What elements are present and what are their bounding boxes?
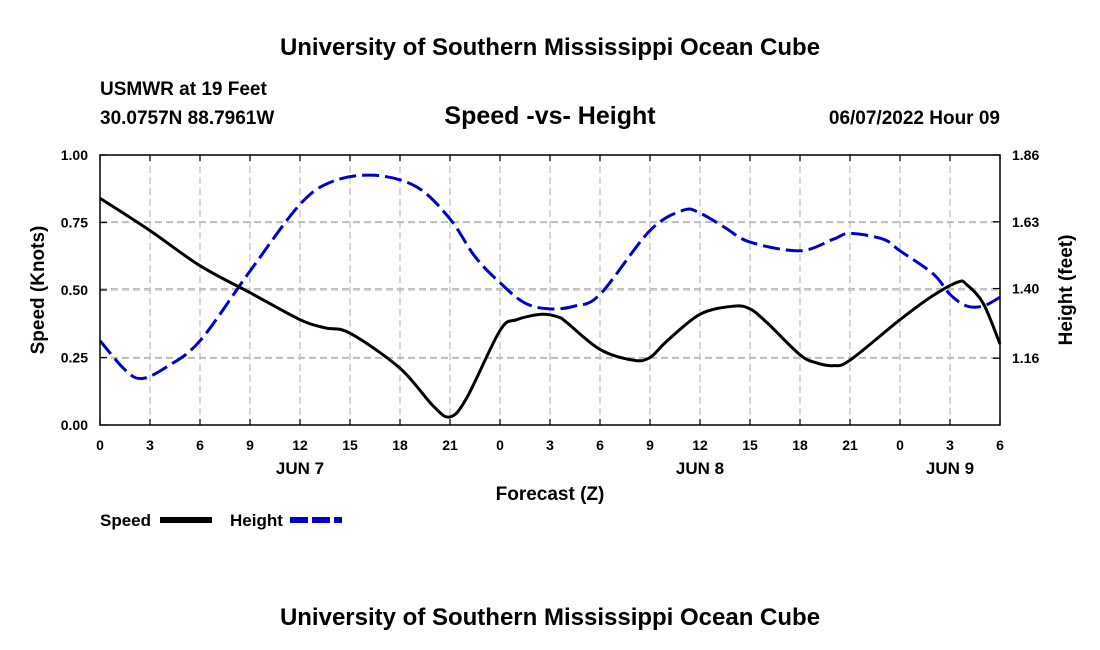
legend-height-label: Height xyxy=(230,511,283,530)
x-tick-label: 0 xyxy=(896,437,904,453)
x-tick-label: 3 xyxy=(546,437,554,453)
x-tick-label: 6 xyxy=(196,437,204,453)
series-line-height xyxy=(98,173,1001,381)
x-tick-label: 0 xyxy=(496,437,504,453)
y2-tick-label: 1.86 xyxy=(1012,147,1039,163)
x-tick-label: 0 xyxy=(96,437,104,453)
x-tick-label: 15 xyxy=(342,437,358,453)
x-tick-label: 18 xyxy=(392,437,408,453)
legend: Speed Height xyxy=(100,511,342,530)
axis-ticks: 0 3 6 9 12 15 18 21 0 3 6 9 12 15 18 21 0 3 6 JUN 7 JUN 8 JUN… xyxy=(61,147,1040,478)
y-axis-label: Speed (Knots) xyxy=(28,226,49,355)
x-tick-label: 21 xyxy=(442,437,458,453)
chart-subtitle: Speed -vs- Height xyxy=(444,102,656,130)
y-tick-label: 0.00 xyxy=(61,417,88,433)
x-tick-label: 9 xyxy=(246,437,254,453)
y-tick-label: 0.50 xyxy=(61,282,88,298)
x-tick-label: 3 xyxy=(946,437,954,453)
series-layer xyxy=(98,173,1002,419)
series-line-speed xyxy=(99,196,1002,419)
y-tick-label: 1.00 xyxy=(61,147,88,163)
x-tick-label: 6 xyxy=(596,437,604,453)
y2-tick-label: 1.40 xyxy=(1012,281,1039,297)
station-coords: 30.0757N 88.7961W xyxy=(100,108,274,129)
x-tick-label: 6 xyxy=(996,437,1004,453)
y2-tick-label: 1.16 xyxy=(1012,350,1039,366)
y-tick-label: 0.75 xyxy=(61,215,88,231)
forecast-datetime: 06/07/2022 Hour 09 xyxy=(829,108,1000,129)
x-tick-label: 3 xyxy=(146,437,154,453)
x-tick-label: 18 xyxy=(792,437,808,453)
y2-tick-label: 1.63 xyxy=(1012,214,1039,230)
x-tick-label: 12 xyxy=(692,437,708,453)
day-label: JUN 7 xyxy=(276,459,324,478)
x-axis-label: Forecast (Z) xyxy=(496,484,605,505)
y2-axis-label: Height (feet) xyxy=(1056,235,1077,346)
main-title: University of Southern Mississippi Ocean… xyxy=(280,34,820,61)
footer-title: University of Southern Mississippi Ocean… xyxy=(280,604,820,631)
day-label: JUN 9 xyxy=(926,459,974,478)
station-label: USMWR at 19 Feet xyxy=(100,79,267,100)
x-tick-label: 9 xyxy=(646,437,654,453)
x-tick-label: 12 xyxy=(292,437,308,453)
x-tick-label: 15 xyxy=(742,437,758,453)
day-label: JUN 8 xyxy=(676,459,724,478)
y-tick-label: 0.25 xyxy=(61,350,88,366)
legend-speed-label: Speed xyxy=(100,511,151,530)
x-tick-label: 21 xyxy=(842,437,858,453)
